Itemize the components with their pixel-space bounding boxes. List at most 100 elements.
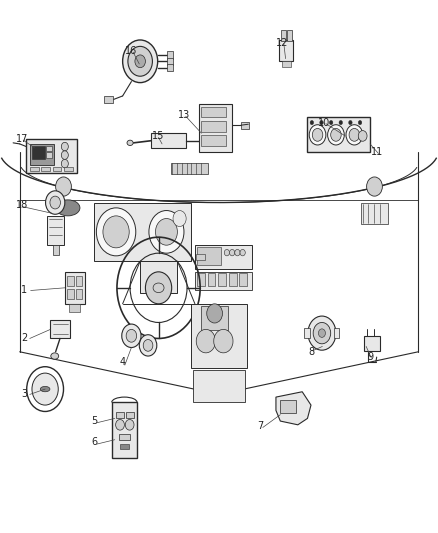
Bar — [307, 117, 370, 152]
Bar — [279, 40, 293, 61]
Bar — [53, 167, 61, 171]
Bar — [239, 273, 247, 286]
Circle shape — [214, 329, 233, 353]
Bar — [32, 146, 45, 159]
Circle shape — [349, 120, 352, 125]
Circle shape — [103, 216, 129, 248]
Text: 1: 1 — [21, 286, 27, 295]
Ellipse shape — [153, 283, 164, 293]
Circle shape — [224, 249, 230, 256]
Circle shape — [358, 120, 362, 125]
Bar — [140, 261, 177, 293]
Bar — [197, 247, 221, 265]
Text: 4: 4 — [120, 358, 126, 367]
Circle shape — [50, 196, 60, 209]
Text: 3: 3 — [21, 390, 27, 399]
Bar — [94, 203, 191, 261]
Bar — [281, 30, 286, 41]
Text: 5: 5 — [91, 416, 97, 426]
Bar — [65, 272, 85, 304]
Circle shape — [207, 304, 223, 323]
Polygon shape — [276, 392, 311, 425]
Bar — [280, 400, 296, 413]
Bar — [116, 412, 124, 418]
Bar — [167, 51, 173, 59]
Circle shape — [230, 249, 235, 256]
Circle shape — [310, 120, 314, 125]
Text: 13: 13 — [178, 110, 190, 119]
Bar — [67, 276, 74, 286]
Circle shape — [155, 219, 177, 245]
Text: 17: 17 — [16, 134, 28, 143]
Bar — [361, 203, 388, 224]
Circle shape — [346, 125, 363, 145]
Bar — [229, 273, 237, 286]
Bar — [41, 167, 50, 171]
Circle shape — [128, 46, 152, 76]
Bar — [167, 58, 173, 65]
Circle shape — [116, 419, 124, 430]
Bar — [64, 167, 73, 171]
Circle shape — [329, 120, 333, 125]
Ellipse shape — [201, 138, 208, 144]
Circle shape — [358, 131, 367, 141]
Bar — [201, 121, 226, 132]
Circle shape — [328, 125, 344, 145]
Bar — [47, 216, 64, 245]
Text: 2: 2 — [21, 334, 27, 343]
Bar — [201, 306, 228, 330]
Bar — [195, 272, 252, 290]
Bar — [191, 304, 247, 368]
Circle shape — [61, 159, 68, 168]
Bar — [120, 444, 129, 449]
Circle shape — [320, 120, 323, 125]
Bar — [76, 289, 82, 299]
Text: 18: 18 — [16, 200, 28, 210]
Bar — [46, 152, 52, 158]
Text: 6: 6 — [91, 438, 97, 447]
Circle shape — [123, 40, 158, 83]
Circle shape — [318, 329, 325, 337]
Circle shape — [56, 177, 71, 196]
Circle shape — [61, 151, 68, 159]
Ellipse shape — [51, 353, 59, 359]
Circle shape — [331, 128, 341, 141]
Bar — [201, 107, 226, 117]
Circle shape — [32, 373, 58, 405]
Bar — [50, 320, 70, 338]
Bar — [112, 402, 137, 458]
Circle shape — [240, 249, 245, 256]
Bar — [119, 434, 130, 440]
Bar — [197, 273, 205, 286]
Bar — [30, 167, 39, 171]
Bar — [364, 336, 380, 351]
Bar — [104, 96, 113, 103]
Bar — [171, 163, 208, 174]
Circle shape — [145, 272, 172, 304]
Bar — [199, 104, 232, 152]
Circle shape — [312, 128, 323, 141]
Bar — [151, 133, 186, 148]
Circle shape — [173, 211, 186, 227]
Text: 7: 7 — [258, 422, 264, 431]
Text: 11: 11 — [371, 147, 384, 157]
Circle shape — [349, 128, 360, 141]
Circle shape — [196, 329, 215, 353]
Circle shape — [367, 177, 382, 196]
Bar — [26, 139, 77, 173]
Text: 12: 12 — [276, 38, 289, 47]
Bar — [126, 412, 134, 418]
Circle shape — [96, 208, 136, 256]
Circle shape — [339, 120, 343, 125]
Circle shape — [313, 322, 331, 344]
Circle shape — [125, 419, 134, 430]
Ellipse shape — [40, 386, 50, 392]
Bar — [304, 328, 310, 338]
Circle shape — [135, 55, 145, 68]
Bar — [218, 273, 226, 286]
Bar — [193, 370, 245, 402]
Text: 15: 15 — [152, 131, 164, 141]
Bar — [196, 254, 205, 260]
Bar — [334, 328, 339, 338]
Bar — [67, 289, 74, 299]
